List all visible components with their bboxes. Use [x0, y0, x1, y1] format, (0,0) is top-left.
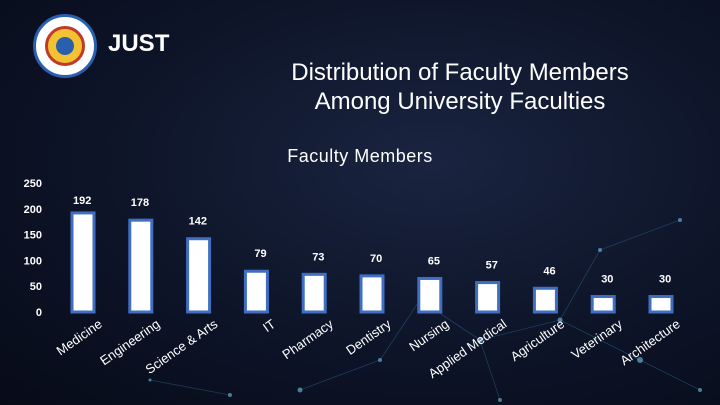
data-label: 178	[131, 197, 149, 209]
chart-title: Faculty Members	[287, 146, 433, 166]
title-line-2: Among University Faculties	[314, 88, 606, 115]
title-line-1: Distribution of Faculty Members	[291, 59, 629, 86]
logo-core	[56, 37, 74, 55]
category-label: Dentistry	[343, 316, 394, 358]
data-label: 142	[189, 216, 207, 228]
category-label: Agriculture	[508, 316, 568, 364]
bar	[475, 281, 501, 314]
data-label: 46	[543, 265, 555, 277]
data-label: 57	[486, 260, 498, 272]
bar	[359, 274, 385, 314]
data-label: 192	[73, 195, 91, 207]
data-label: 65	[428, 255, 440, 267]
data-label: 79	[254, 248, 266, 260]
category-label: IT	[260, 316, 278, 335]
bar	[243, 269, 269, 314]
category-label: Veterinary	[568, 316, 625, 362]
bar	[301, 272, 327, 314]
bar-chart: 050100150200250192Medicine178Engineering…	[24, 178, 683, 381]
data-label: 70	[370, 253, 382, 265]
brand-name: JUST	[108, 30, 170, 57]
data-label: 73	[312, 251, 324, 263]
category-label: Nursing	[406, 316, 451, 354]
bar	[128, 218, 154, 314]
bar	[417, 276, 443, 314]
bar	[590, 295, 616, 314]
category-label: Architecture	[617, 316, 682, 368]
page-title: Distribution of Faculty Members Among Un…	[250, 58, 670, 116]
y-tick-label: 150	[24, 230, 42, 242]
bar	[648, 295, 674, 314]
logo-emblem	[45, 26, 85, 66]
y-tick-label: 50	[30, 281, 42, 293]
bar	[70, 211, 96, 314]
data-label: 30	[601, 274, 613, 286]
y-tick-label: 200	[24, 204, 42, 216]
y-tick-label: 100	[24, 255, 42, 267]
y-tick-label: 250	[24, 178, 42, 190]
y-tick-label: 0	[36, 307, 42, 319]
category-label: Medicine	[53, 316, 104, 358]
university-logo	[33, 14, 97, 78]
bar	[186, 237, 212, 314]
data-label: 30	[659, 274, 671, 286]
category-label: Pharmacy	[279, 316, 336, 362]
bar	[532, 286, 558, 314]
